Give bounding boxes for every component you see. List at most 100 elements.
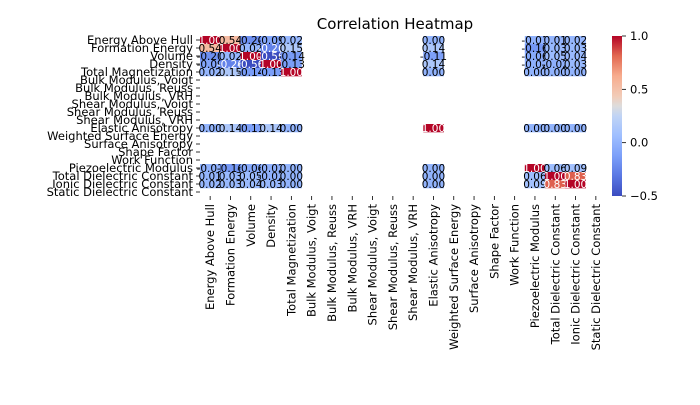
cell-value-label: -0.09	[197, 59, 224, 71]
heatmap-cell	[545, 52, 566, 61]
cell-value-label: -0.26	[217, 59, 244, 71]
cell-value-label: -0.26	[257, 43, 284, 55]
heatmap-cell	[220, 44, 241, 53]
y-tick-label-total-magnetization: Total Magnetization	[80, 65, 193, 79]
colorbar-tick-label: −0.5	[630, 189, 658, 203]
cell-value-label: 0.01	[544, 35, 567, 47]
cell-value-label: 0.00	[198, 123, 221, 135]
heatmap-cell	[423, 172, 444, 181]
y-tick-label-piezoelectric-modulus: Piezoelectric Modulus	[69, 161, 193, 175]
heatmap-cell	[260, 44, 282, 53]
cell-value-label: 1.00	[544, 171, 567, 183]
heatmap-cell	[260, 60, 282, 69]
cell-value-label: 1.00	[564, 179, 587, 191]
y-tick-label-weighted-surface-energy: Weighted Surface Energy	[47, 129, 193, 143]
cell-value-label: 0.15	[280, 43, 303, 55]
heatmap-cell	[260, 164, 282, 173]
heatmap-cell	[545, 172, 566, 181]
cell-value-label: -0.11	[237, 123, 264, 135]
heatmap-cell	[281, 52, 302, 61]
heatmap-cell	[260, 36, 282, 45]
heatmap-cell	[545, 124, 566, 133]
x-tick-label-bulk-modulus-voigt: Bulk Modulus, Voigt	[305, 204, 319, 318]
y-tick-label-ionic-dielectric-constant: Ionic Dielectric Constant	[52, 177, 193, 191]
heatmap-cell	[200, 36, 221, 45]
x-tick-label-bulk-modulus-vrh: Bulk Modulus, VRH	[345, 204, 359, 313]
cell-value-label: 0.05	[544, 51, 567, 63]
cell-value-label: -0.20	[237, 35, 264, 47]
x-tick-label-shear-modulus-voigt: Shear Modulus, Voigt	[366, 204, 380, 326]
cell-value-label: 0.14	[422, 59, 446, 71]
heatmap-cell	[565, 164, 586, 173]
heatmap-cell	[281, 124, 302, 133]
cell-value-label: 0.02	[198, 179, 221, 191]
cell-value-label: -0.14	[278, 51, 305, 63]
colorbar-tick-label: 1.0	[630, 29, 648, 43]
heatmap-cell	[240, 52, 262, 61]
heatmap-cell	[220, 68, 241, 77]
cell-value-label: 1.00	[523, 163, 546, 175]
heatmap-cell	[423, 180, 444, 189]
heatmap-cell	[423, 44, 444, 53]
heatmap-cell	[200, 52, 221, 61]
cell-value-label: 0.54	[198, 43, 222, 55]
heatmap-cell	[200, 44, 221, 53]
heatmap-cell	[281, 36, 302, 45]
colorbar: 1.0 0.5 0.0 −0.5	[612, 29, 658, 203]
heatmap-cell	[524, 124, 546, 133]
heatmap-cell	[260, 124, 282, 133]
cell-value-label: 1.00	[198, 35, 221, 47]
y-tick-label-density: Density	[149, 57, 193, 71]
y-tick-label-volume: Volume	[150, 49, 193, 63]
y-tick-label-surface-anisotropy: Surface Anisotropy	[84, 137, 193, 151]
heatmap-cell	[240, 164, 262, 173]
cell-value-label: 1.00	[219, 43, 242, 55]
x-tick-label-shape-factor: Shape Factor	[487, 204, 501, 279]
cell-value-label: 0.02	[219, 51, 242, 63]
heatmap-cell	[220, 124, 241, 133]
cell-value-label: -0.06	[521, 51, 548, 63]
heatmap-cell	[423, 164, 444, 173]
cell-value-label: 0.00	[280, 171, 303, 183]
heatmap-cell	[545, 60, 566, 69]
heatmap-cell	[524, 36, 546, 45]
heatmap-cell	[240, 44, 262, 53]
x-tick-label-shear-modulus-reuss: Shear Modulus, Reuss	[386, 204, 400, 330]
x-tick-label-bulk-modulus-reuss: Bulk Modulus, Reuss	[325, 204, 339, 322]
heatmap-cell	[524, 180, 546, 189]
x-tick-label-shear-modulus-vrh: Shear Modulus, VRH	[406, 204, 420, 321]
cell-value-label: -0.02	[257, 171, 284, 183]
heatmap-cell	[423, 52, 444, 61]
y-tick-label-shear-modulus-vrh: Shear Modulus, VRH	[76, 113, 193, 127]
cell-value-label: 0.00	[523, 67, 546, 79]
cell-value-label: 0.03	[544, 43, 567, 55]
cell-value-label: 0.00	[280, 179, 303, 191]
y-tick-label-shear-modulus-reuss: Shear Modulus, Reuss	[67, 105, 193, 119]
cell-value-label: 0.83	[564, 171, 587, 183]
heatmap-cell	[524, 68, 546, 77]
x-tick-label-elastic-anisotropy: Elastic Anisotropy	[426, 204, 440, 307]
cell-value-label: 0.00	[564, 123, 587, 135]
cell-value-label: 0.03	[564, 43, 587, 55]
x-tick-label-ionic-dielectric-constant: Ionic Dielectric Constant	[569, 204, 583, 345]
chart-title: Correlation Heatmap	[317, 15, 473, 33]
cell-value-label: 0.00	[422, 163, 445, 175]
heatmap-cell	[240, 172, 262, 181]
heatmap-cell	[200, 172, 221, 181]
cell-value-label: 0.02	[280, 35, 303, 47]
cell-value-label: 0.03	[219, 171, 242, 183]
cell-value-label: -0.02	[521, 59, 548, 71]
x-tick-label-density: Density	[264, 204, 278, 248]
cell-value-label: -0.56	[237, 59, 264, 71]
heatmap-cell	[281, 60, 302, 69]
heatmap-cell	[240, 60, 262, 69]
heatmap-cell	[240, 124, 262, 133]
heatmap-cell	[524, 44, 546, 53]
y-tick-label-bulk-modulus-voigt: Bulk Modulus, Voigt	[80, 73, 194, 87]
cell-value-label: -0.14	[237, 67, 264, 79]
heatmap-cell	[524, 172, 546, 181]
heatmap-cell	[423, 36, 444, 45]
cell-value-label: 0.00	[422, 171, 445, 183]
